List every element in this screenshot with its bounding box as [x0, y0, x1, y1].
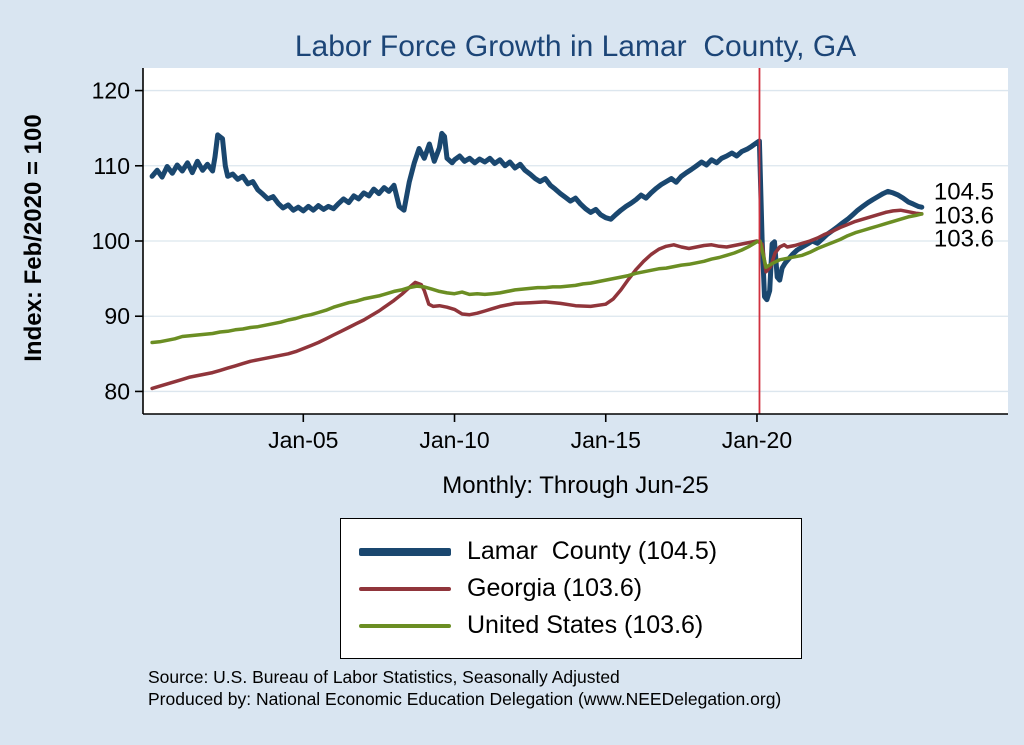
svg-text:90: 90 — [104, 303, 130, 329]
svg-text:103.6: 103.6 — [934, 202, 994, 229]
svg-text:80: 80 — [104, 378, 130, 404]
source-note: Source: U.S. Bureau of Labor Statistics,… — [148, 667, 620, 687]
legend-item-united-states: United States (103.6) — [359, 607, 791, 644]
svg-text:104.5: 104.5 — [934, 178, 994, 205]
georgia-line-swatch — [359, 586, 451, 591]
footer-notes: Source: U.S. Bureau of Labor Statistics,… — [148, 666, 781, 710]
svg-text:Jan-15: Jan-15 — [571, 427, 641, 453]
svg-text:120: 120 — [92, 78, 130, 104]
united-states-line-swatch — [359, 623, 451, 628]
chart-title: Labor Force Growth in Lamar County, GA — [294, 30, 857, 63]
legend-label-georgia: Georgia (103.6) — [467, 574, 643, 602]
legend-label-lamar-county: Lamar County (104.5) — [467, 537, 718, 565]
produced-by-note: Produced by: National Economic Education… — [148, 689, 782, 709]
legend-item-lamar-county: Lamar County (104.5) — [359, 533, 791, 570]
x-axis-subtitle: Monthly: Through Jun-25 — [442, 472, 709, 499]
svg-text:103.6: 103.6 — [934, 226, 994, 253]
svg-text:Jan-05: Jan-05 — [268, 427, 338, 453]
svg-text:110: 110 — [93, 153, 130, 179]
plot-area: 80 90 100 110 120 Jan-05 Jan-10 Jan-15 Jan-20 104… — [92, 68, 1008, 453]
svg-text:Jan-10: Jan-10 — [419, 427, 489, 453]
legend-item-georgia: Georgia (103.6) — [359, 570, 791, 607]
lamar-county-line-swatch — [359, 547, 451, 556]
legend-label-united-states: United States (103.6) — [467, 611, 704, 639]
svg-text:100: 100 — [92, 228, 130, 254]
legend: Lamar County (104.5) Georgia (103.6) Uni… — [340, 518, 802, 659]
y-axis-label: Index: Feb/2020 = 100 — [20, 114, 47, 362]
svg-text:Jan-20: Jan-20 — [722, 427, 792, 453]
